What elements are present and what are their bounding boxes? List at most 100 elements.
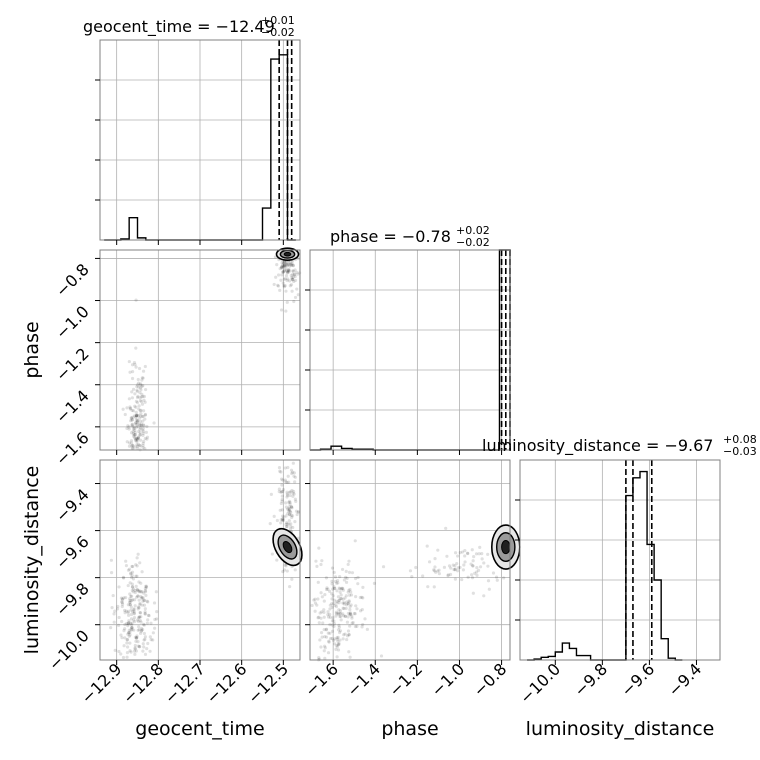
sample-point <box>137 580 141 584</box>
sample-point <box>291 269 295 273</box>
sample-point <box>355 607 359 611</box>
sample-point <box>131 409 135 413</box>
y-tick-label: −1.0 <box>52 302 93 343</box>
sample-point <box>348 608 352 612</box>
sample-point <box>141 394 145 398</box>
sample-point <box>287 269 291 273</box>
sample-point <box>141 431 145 435</box>
sample-point <box>316 616 320 620</box>
sample-point <box>133 590 137 595</box>
sample-point <box>295 270 299 274</box>
sample-point <box>278 288 282 292</box>
sample-point <box>287 507 292 512</box>
sample-point <box>478 545 482 549</box>
sample-point <box>343 614 348 618</box>
sample-point <box>130 418 134 422</box>
sample-point <box>292 489 296 494</box>
sample-point <box>151 638 155 642</box>
sample-point <box>330 629 335 633</box>
sample-point <box>131 429 135 433</box>
sample-point <box>127 631 131 635</box>
sample-point <box>140 596 144 600</box>
sample-point <box>280 265 284 269</box>
sample-point <box>276 283 280 287</box>
sample-point <box>350 614 354 618</box>
sample-point <box>339 596 343 601</box>
sample-point <box>137 404 141 408</box>
sample-point <box>284 261 288 265</box>
sample-point <box>132 628 136 632</box>
sample-point <box>123 622 127 627</box>
sample-point <box>338 629 343 633</box>
sample-point <box>135 588 139 592</box>
sample-point <box>340 586 344 590</box>
sample-point <box>317 655 321 660</box>
sample-point <box>133 421 138 425</box>
sample-point <box>281 569 285 574</box>
sample-point <box>323 646 327 650</box>
sample-point <box>135 385 139 389</box>
sample-point <box>317 546 321 550</box>
sample-point <box>131 443 135 448</box>
sample-point <box>458 565 462 570</box>
sample-point <box>347 633 351 637</box>
sample-point <box>349 590 353 594</box>
sample-point <box>285 278 289 283</box>
sample-point <box>349 612 353 616</box>
sample-point <box>124 564 129 568</box>
sample-point <box>144 593 148 598</box>
grid-layer <box>100 40 720 660</box>
sample-point <box>347 559 351 563</box>
sample-point <box>346 611 350 615</box>
sample-point <box>109 626 113 630</box>
sample-point <box>342 578 347 582</box>
sample-point <box>289 513 293 517</box>
sample-point <box>128 641 132 645</box>
sample-point <box>348 587 352 592</box>
sample-point <box>288 493 292 498</box>
sample-point <box>335 643 339 648</box>
sample-point <box>138 618 142 623</box>
sample-point <box>139 581 143 585</box>
sample-point <box>350 621 354 625</box>
sample-point <box>294 509 299 513</box>
sample-point <box>130 570 135 574</box>
sample-point <box>312 598 316 602</box>
sample-point <box>310 603 314 608</box>
y-tick-label: −10.0 <box>45 626 93 674</box>
sample-point <box>349 603 353 607</box>
sample-point <box>328 603 332 607</box>
sample-point <box>137 625 141 629</box>
sample-point <box>126 613 131 617</box>
sample-point <box>142 598 147 603</box>
sample-point <box>495 578 499 582</box>
sample-point <box>130 444 134 448</box>
sample-point <box>142 638 146 642</box>
sample-point <box>133 433 137 437</box>
sample-point <box>337 608 341 612</box>
sample-point <box>279 308 284 312</box>
sample-point <box>130 390 134 394</box>
sample-point <box>287 480 291 484</box>
sample-point <box>128 633 132 637</box>
sample-point <box>287 268 291 273</box>
sample-point <box>135 634 139 638</box>
sample-point <box>139 444 143 448</box>
sample-point <box>153 626 157 630</box>
sample-point <box>285 507 290 511</box>
sample-point <box>135 588 139 592</box>
sample-point <box>324 576 329 580</box>
sample-point <box>292 272 297 276</box>
sample-point <box>320 559 324 563</box>
sample-point <box>289 525 293 529</box>
sample-point <box>145 647 149 651</box>
sample-point <box>123 636 127 640</box>
sample-point <box>284 564 288 568</box>
sample-point <box>129 617 134 621</box>
sample-point <box>134 418 138 422</box>
sample-point <box>141 384 145 388</box>
sample-point <box>363 617 367 621</box>
sample-point <box>122 608 127 613</box>
sample-point <box>127 427 131 431</box>
sample-point <box>133 438 138 442</box>
